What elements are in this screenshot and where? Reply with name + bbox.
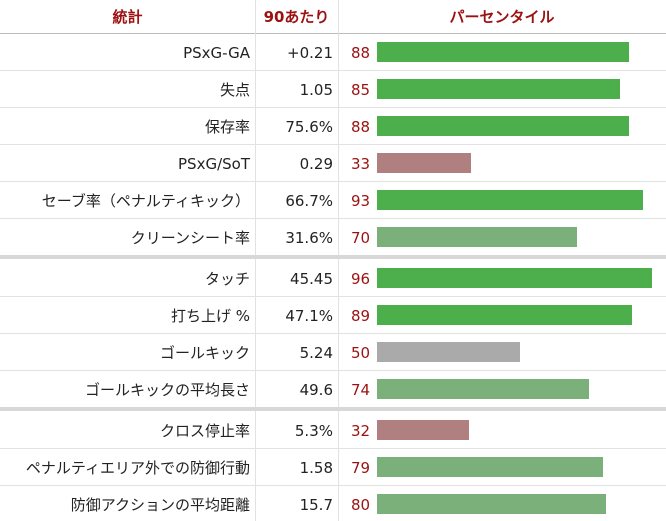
- percentile-value: 32: [351, 421, 371, 440]
- per90-value: 49.6: [299, 380, 333, 399]
- stat-name: ゴールキック: [159, 344, 250, 362]
- percentile-value: 96: [351, 269, 371, 288]
- row-rule: [0, 70, 666, 71]
- stat-name: ゴールキックの平均長さ: [84, 381, 250, 399]
- percentile-value: 88: [351, 117, 371, 136]
- column-rule: [338, 0, 339, 521]
- percentile-bar: [377, 42, 629, 62]
- stat-name: 防御アクションの平均距離: [70, 496, 250, 514]
- stat-name: クロス停止率: [159, 422, 250, 440]
- row-rule: [0, 448, 666, 449]
- percentile-value: 33: [351, 154, 371, 173]
- row-rule: [0, 144, 666, 145]
- per90-value: 31.6%: [285, 228, 333, 247]
- header-percentile: パーセンタイル: [449, 8, 555, 26]
- header-stat: 統計: [112, 8, 143, 26]
- row-rule: [0, 181, 666, 182]
- percentile-value: 89: [351, 306, 371, 325]
- stat-name: クリーンシート率: [130, 229, 250, 247]
- percentile-value: 50: [351, 343, 371, 362]
- header-per90: 90あたり: [263, 8, 330, 26]
- percentile-bar: [377, 227, 578, 247]
- per90-value: 1.05: [299, 80, 333, 99]
- stat-name: PSxG-GA: [183, 43, 250, 62]
- percentile-bar: [377, 457, 603, 477]
- column-rule: [255, 0, 256, 521]
- percentile-bar: [377, 268, 652, 288]
- percentile-bar: [377, 420, 469, 440]
- stat-name: ペナルティエリア外での防御行動: [25, 459, 250, 477]
- row-rule: [0, 218, 666, 219]
- percentile-value: 70: [351, 228, 371, 247]
- stat-name: 保存率: [204, 118, 250, 136]
- per90-value: 47.1%: [285, 306, 333, 325]
- per90-value: 15.7: [299, 495, 333, 514]
- per90-value: +0.21: [287, 43, 333, 62]
- percentile-bar: [377, 153, 472, 173]
- percentile-value: 85: [351, 80, 371, 99]
- group-separator: [0, 255, 666, 259]
- percentile-value: 93: [351, 191, 371, 210]
- percentile-value: 88: [351, 43, 371, 62]
- row-rule: [0, 485, 666, 486]
- per90-value: 0.29: [299, 154, 333, 173]
- percentile-bar: [377, 79, 621, 99]
- row-rule: [0, 333, 666, 334]
- per90-value: 66.7%: [285, 191, 333, 210]
- percentile-bar: [377, 342, 520, 362]
- percentile-bar: [377, 116, 629, 136]
- stat-name: 打ち上げ %: [170, 307, 250, 325]
- header-rule: [0, 33, 666, 34]
- row-rule: [0, 107, 666, 108]
- percentile-value: 79: [351, 458, 371, 477]
- percentile-bar: [377, 494, 606, 514]
- row-rule: [0, 296, 666, 297]
- percentile-bar: [377, 305, 632, 325]
- percentile-value: 80: [351, 495, 371, 514]
- percentile-value: 74: [351, 380, 371, 399]
- per90-value: 5.3%: [294, 421, 333, 440]
- percentile-bar: [377, 379, 589, 399]
- per90-value: 1.58: [299, 458, 333, 477]
- group-separator: [0, 407, 666, 411]
- row-rule: [0, 370, 666, 371]
- stat-name: PSxG/SoT: [178, 154, 250, 173]
- per90-value: 45.45: [290, 269, 333, 288]
- percentile-bar: [377, 190, 643, 210]
- per90-value: 5.24: [299, 343, 333, 362]
- per90-value: 75.6%: [285, 117, 333, 136]
- stat-name: タッチ: [204, 270, 250, 288]
- stat-name: セーブ率（ペナルティキック）: [41, 192, 250, 210]
- stat-name: 失点: [219, 81, 250, 99]
